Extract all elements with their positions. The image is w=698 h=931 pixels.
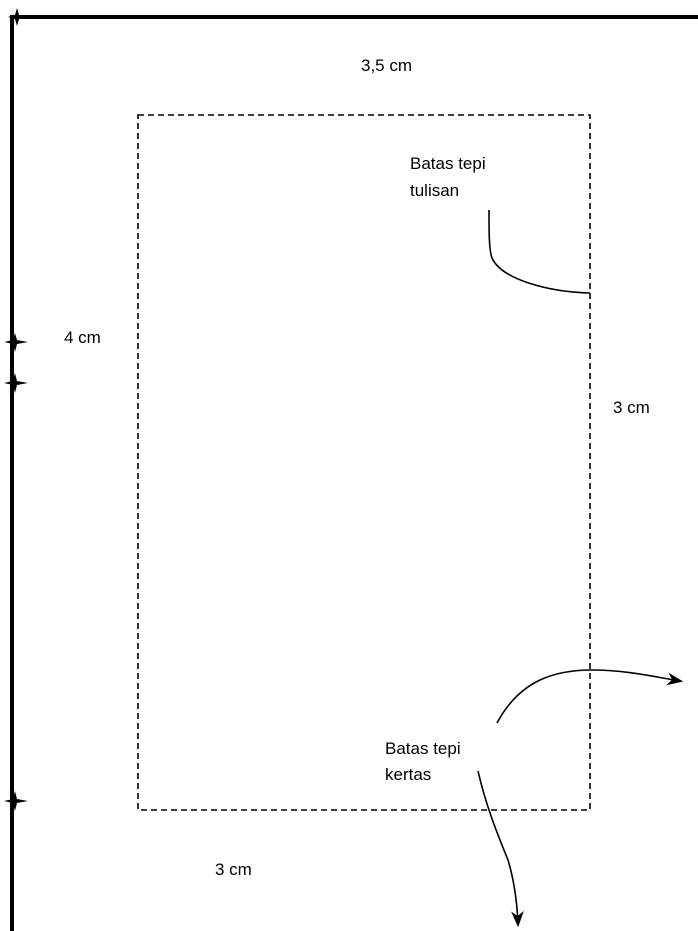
text-boundary-label-line2: tulisan: [410, 181, 460, 200]
paper-boundary-arrow-down: [477, 770, 524, 928]
paper-boundary-label-line2: kertas: [385, 765, 432, 784]
right-margin-label: 3 cm: [613, 398, 650, 417]
text-boundary-rect: [137, 114, 591, 811]
paper-boundary-arrow-right: [496, 669, 684, 724]
corner-star-marker: [8, 8, 26, 26]
paper-boundary-label-line1: Batas tepi: [385, 739, 461, 758]
left-margin-label: 4 cm: [64, 328, 101, 347]
edge-star-marker: [4, 791, 28, 811]
text-boundary-label-line1: Batas tepi: [410, 154, 486, 173]
edge-star-marker: [4, 373, 28, 393]
edge-star-marker: [4, 333, 28, 352]
bottom-margin-label: 3 cm: [215, 860, 252, 879]
text-boundary-leader: [488, 209, 591, 294]
top-margin-label: 3,5 cm: [361, 56, 413, 75]
